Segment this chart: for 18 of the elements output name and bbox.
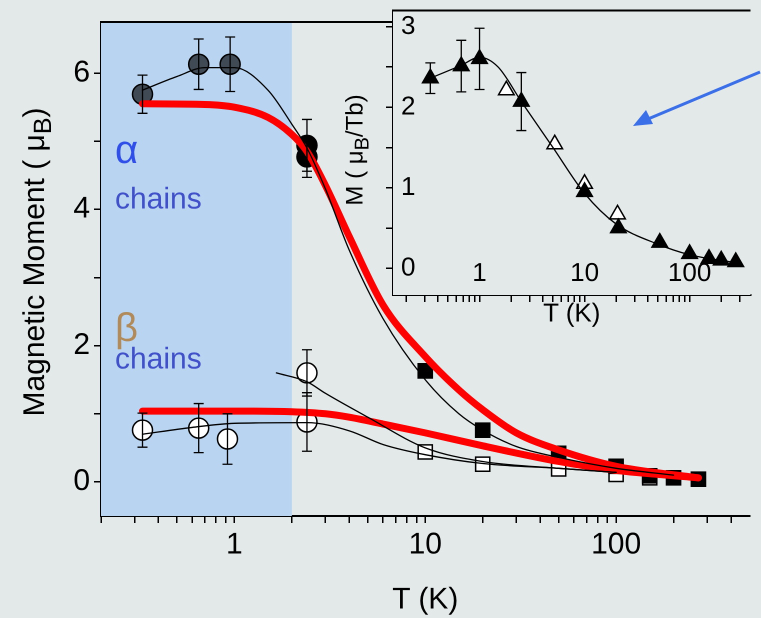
x-tick-label: 100 bbox=[591, 527, 642, 560]
y-tick-label: 1 bbox=[401, 170, 416, 201]
y-tick-label: 2 bbox=[73, 328, 90, 361]
x-tick-label: 1 bbox=[472, 257, 487, 288]
y-tick-label: 2 bbox=[401, 90, 416, 120]
y-tick-label: 0 bbox=[73, 464, 90, 498]
y-tick-label: 6 bbox=[73, 55, 90, 88]
x-axis-title: T (K) bbox=[392, 582, 458, 616]
x-tick-label: 10 bbox=[570, 257, 600, 288]
y-tick-label: 4 bbox=[73, 192, 90, 225]
y-tick-label: 0 bbox=[401, 252, 416, 282]
annotation: chains bbox=[115, 182, 202, 216]
x-tick-label: 10 bbox=[408, 527, 442, 560]
x-tick-label: 1 bbox=[226, 527, 243, 560]
x-tick-label: 100 bbox=[668, 257, 712, 288]
y-tick-label: 3 bbox=[401, 10, 416, 40]
x-axis-title: T (K) bbox=[543, 298, 600, 328]
annotation: α bbox=[115, 128, 138, 172]
